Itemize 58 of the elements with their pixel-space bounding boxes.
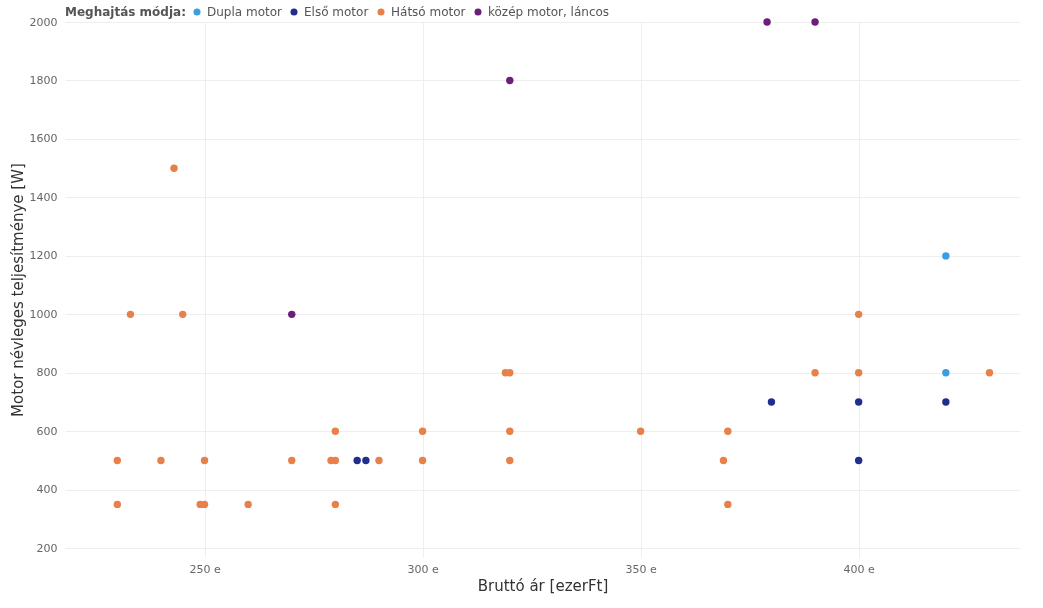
point (854, 310, 863, 319)
point (113, 500, 122, 509)
y-tick-label: 400 (36, 483, 58, 497)
legend-label: Hátsó motor (391, 5, 466, 19)
point (113, 456, 122, 465)
x-tick-label: 300 e (407, 562, 439, 576)
point (288, 456, 296, 465)
point (331, 427, 340, 435)
point (200, 456, 209, 465)
y-tick-label: 600 (36, 424, 58, 438)
y-axis-title: Motor névleges teljesítménye [W] (8, 163, 27, 417)
point (985, 369, 994, 377)
legend-label: Dupla motor (207, 5, 283, 19)
point (362, 456, 370, 465)
point (170, 164, 178, 172)
y-tick-label: 2000 (29, 15, 58, 29)
point (375, 456, 383, 465)
point (811, 18, 819, 26)
point (244, 500, 252, 509)
point (724, 427, 732, 435)
point (418, 456, 427, 465)
point (126, 310, 135, 319)
point (942, 252, 950, 260)
y-tick-label: 1400 (29, 190, 58, 204)
point (719, 456, 728, 465)
legend-title: Meghajtás módja: (65, 5, 186, 19)
point (942, 398, 950, 406)
point (506, 369, 514, 377)
point (854, 398, 863, 406)
y-tick-label: 1800 (29, 73, 58, 87)
point (724, 500, 732, 509)
x-axis-title: Bruttó ár [ezerFt] (477, 576, 609, 595)
point (506, 456, 514, 465)
point (763, 18, 771, 26)
point (811, 369, 819, 377)
y-tick-label: 800 (36, 366, 58, 380)
x-tick-label: 250 e (189, 562, 221, 576)
point (331, 500, 340, 509)
point (636, 427, 645, 435)
point (288, 310, 296, 319)
x-tick-label: 400 e (843, 562, 876, 576)
point (353, 456, 361, 465)
point (157, 456, 165, 465)
point (506, 76, 514, 85)
y-tick-label: 200 (36, 541, 58, 555)
point (854, 369, 863, 377)
point (506, 427, 514, 435)
legend-label: közép motor, láncos (488, 5, 610, 19)
point (942, 369, 950, 377)
point (767, 398, 776, 406)
y-tick-label: 1200 (29, 249, 58, 263)
point (179, 310, 187, 319)
point (854, 456, 863, 465)
x-tick-label: 350 e (625, 562, 657, 576)
y-tick-label: 1000 (29, 307, 58, 321)
legend-label: Első motor (304, 5, 369, 19)
y-tick-label: 1600 (29, 132, 58, 146)
point (418, 427, 427, 435)
